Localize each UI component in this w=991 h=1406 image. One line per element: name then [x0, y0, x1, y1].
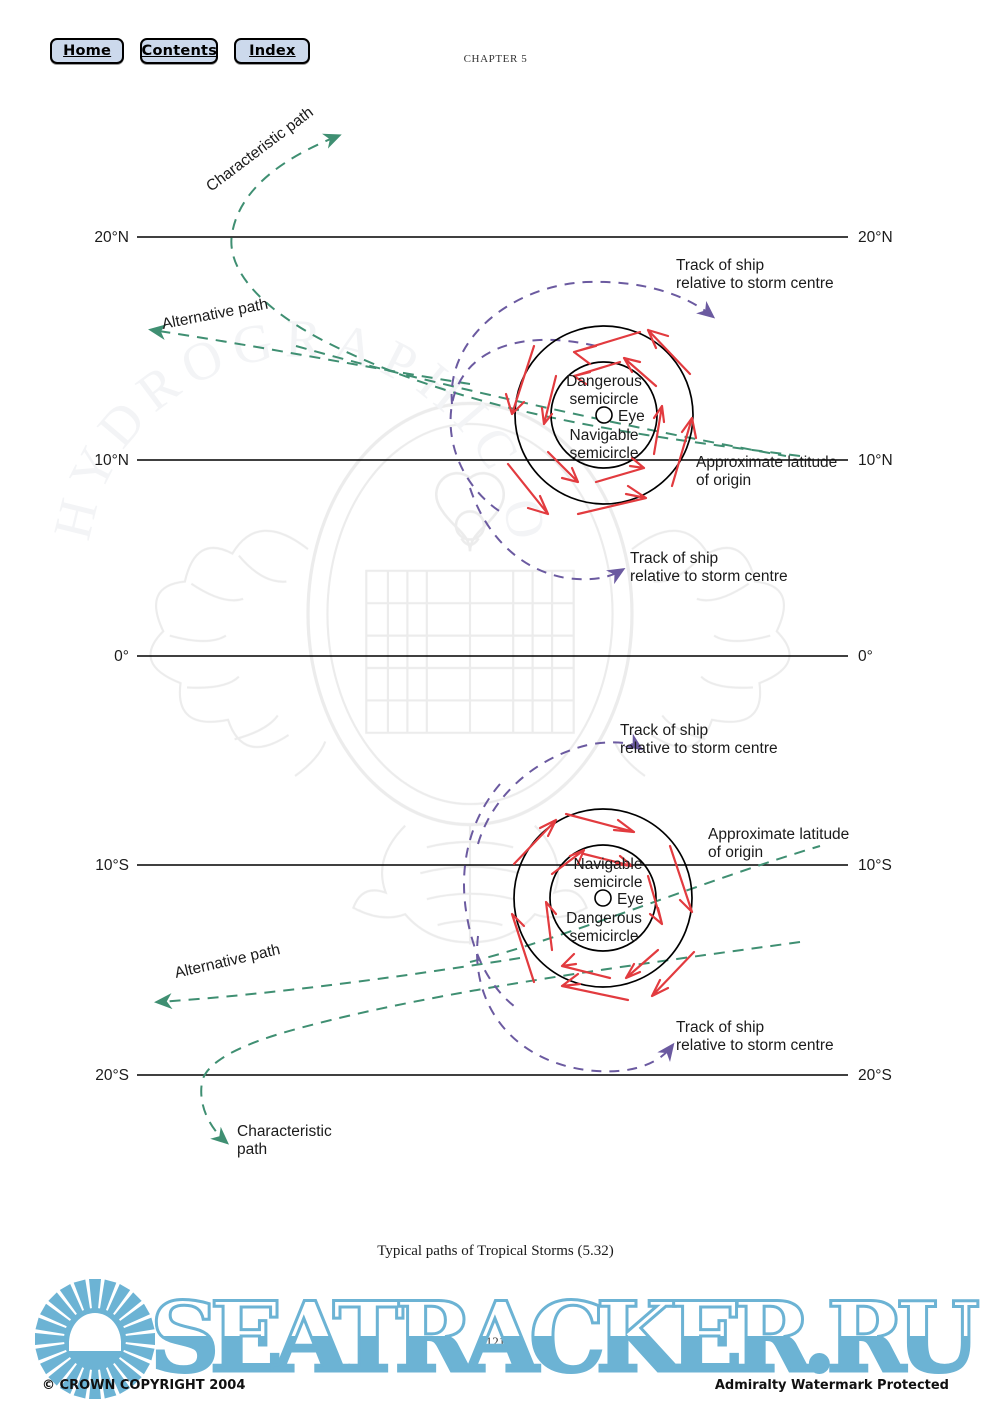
figure-caption: Typical paths of Tropical Storms (5.32) — [377, 1243, 614, 1259]
crest-watermark-text: HYDROGRAPHIC OFFICE — [0, 84, 560, 554]
storm-north-eye-label: Eye — [618, 408, 645, 425]
storm-north-eye-circle — [595, 406, 613, 424]
storm-north-navigable-line1: Navigable — [570, 427, 639, 444]
wind-arrows-north — [504, 328, 698, 516]
ship-tracks-south — [463, 733, 675, 1073]
origin-latitude-path-south — [469, 845, 821, 963]
characteristic-path-south-line1: Characteristic — [237, 1123, 332, 1140]
ship-track-south-lower — [476, 935, 675, 1073]
contents-button-label: Contents — [141, 43, 217, 59]
crest-watermark: HYDROGRAPHIC OFFICE — [0, 84, 792, 947]
latitude-lines — [137, 236, 848, 1076]
home-button[interactable]: Home — [50, 38, 124, 64]
track-south-lower-line2: relative to storm centre — [676, 1037, 834, 1054]
latitude-label-left-20N: 20°N — [94, 229, 129, 246]
latitude-label-right-0: 0° — [858, 648, 873, 665]
origin-north-line2: of origin — [696, 472, 751, 489]
page-number: 121 — [485, 1334, 506, 1349]
characteristic-path-south-line2: path — [237, 1141, 267, 1158]
latitude-labels: 20°N 10°N 0° 10°S 20°S 20°N 10°N 0° 10°S… — [94, 229, 892, 1084]
latitude-label-right-10N: 10°N — [858, 452, 893, 469]
index-button-label: Index — [248, 43, 296, 59]
storm-south-inner-circle — [549, 844, 657, 952]
origin-latitude-line-south — [469, 845, 821, 963]
latitude-label-left-10S: 10°S — [95, 857, 129, 874]
storm-north-navigable-line2: semicircle — [570, 445, 639, 462]
chapter-heading: CHAPTER 5 — [463, 53, 528, 65]
storm-south-navigable-line2: semicircle — [574, 874, 643, 891]
ship-track-north-inbound — [449, 338, 597, 515]
track-north-lower-line1: Track of ship — [630, 550, 718, 567]
storm-south-dangerous-line2: semicircle — [570, 928, 639, 945]
storm-south — [513, 808, 693, 988]
origin-latitude-line-north — [295, 345, 787, 457]
wind-arrows-south-inner — [544, 848, 664, 980]
index-button[interactable]: Index — [234, 38, 310, 64]
storm-north-dangerous-line1: Dangerous — [566, 373, 642, 390]
origin-south-line2: of origin — [708, 844, 763, 861]
watermark-protected-text: Admiralty Watermark Protected — [714, 1378, 949, 1393]
wind-arrows-south — [510, 812, 696, 1002]
latitude-label-right-20N: 20°N — [858, 229, 893, 246]
storm-north-outer-circle — [514, 325, 694, 505]
latitude-label-left-10N: 10°N — [94, 452, 129, 469]
crest-watermark-textpath: HYDROGRAPHIC OFFICE — [0, 84, 550, 554]
track-south-upper-line2: relative to storm centre — [620, 740, 778, 757]
watermark-wordmark-bottom: SEATRACKER.RU — [150, 1281, 980, 1394]
storm-paths-north — [148, 133, 801, 457]
navigation-bar: Home Contents Index CHAPTER 5 — [0, 0, 991, 84]
latitude-label-left-0: 0° — [114, 648, 129, 665]
sunburst-logo — [35, 1279, 155, 1399]
storm-north-dangerous-line2: semicircle — [570, 391, 639, 408]
storm-south-labels: Navigable semicircle Eye Dangerous semic… — [566, 856, 644, 945]
storm-south-outer-circle — [513, 808, 693, 988]
latitude-label-right-10S: 10°S — [858, 857, 892, 874]
characteristic-path-north-label: Characteristic path — [203, 104, 316, 195]
watermark-wordmark-top: SEATRACKER.RU — [150, 1281, 980, 1394]
wind-arrows-north-inner — [540, 356, 666, 484]
storm-south-eye-label: Eye — [617, 891, 644, 908]
track-south-lower-line1: Track of ship — [676, 1019, 764, 1036]
watermark-svg: SEATRACKER.RU SEATRACKER.RU — [35, 1279, 982, 1399]
track-south-upper-line1: Track of ship — [620, 722, 708, 739]
ship-tracks-north — [449, 280, 716, 585]
storm-south-navigable-line1: Navigable — [574, 856, 643, 873]
origin-latitude-path-north — [295, 345, 787, 457]
storm-south-dangerous-line1: Dangerous — [566, 910, 642, 927]
wind-arrows-north-outer — [504, 328, 698, 516]
seatracker-watermark: SEATRACKER.RU SEATRACKER.RU © CROWN COPY… — [0, 1276, 991, 1401]
alternative-path-south-label: Alternative path — [173, 941, 282, 982]
track-north-upper-line2: relative to storm centre — [676, 275, 834, 292]
storm-north-labels: Dangerous semicircle Eye Navigable semic… — [566, 373, 645, 462]
characteristic-path-north — [230, 133, 801, 457]
origin-south-line1: Approximate latitude — [708, 826, 849, 843]
alternative-path-north — [148, 324, 471, 385]
wind-arrows-south-outer — [510, 812, 696, 1002]
track-north-lower-line2: relative to storm centre — [630, 568, 788, 585]
contents-button[interactable]: Contents — [140, 38, 218, 64]
alternative-path-south — [154, 957, 521, 1010]
latitude-label-left-20S: 20°S — [95, 1067, 129, 1084]
storm-diagram-svg: HYDROGRAPHIC OFFICE 20°N 10°N 0° 10°S 20… — [0, 84, 893, 1158]
origin-north-line1: Approximate latitude — [696, 454, 837, 471]
tropical-storm-figure: HYDROGRAPHIC OFFICE 20°N 10°N 0° 10°S 20… — [0, 84, 991, 1234]
ship-track-south-inbound — [463, 783, 515, 1007]
storm-south-eye-circle — [594, 889, 612, 907]
ship-track-south-upper — [477, 733, 644, 845]
annotations-south: Track of ship relative to storm centre T… — [173, 722, 849, 1158]
track-north-upper-line1: Track of ship — [676, 257, 764, 274]
watermark-wordmark: SEATRACKER.RU SEATRACKER.RU — [149, 1280, 982, 1396]
latitude-label-right-20S: 20°S — [858, 1067, 892, 1084]
crown-copyright-text: © CROWN COPYRIGHT 2004 — [42, 1378, 246, 1393]
home-button-label: Home — [62, 43, 112, 59]
